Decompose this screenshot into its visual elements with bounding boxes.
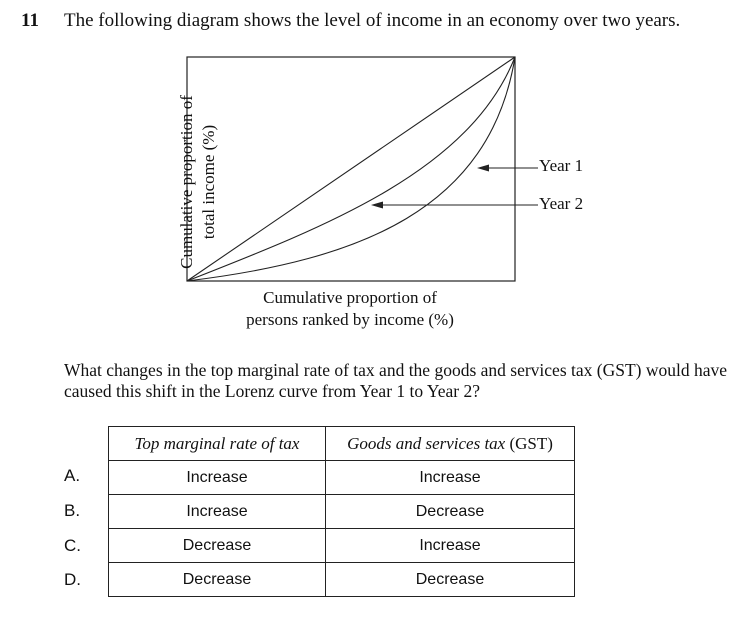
question-prompt: What changes in the top marginal rate of… <box>64 360 728 401</box>
equality-line <box>186 56 516 282</box>
header-gst-main: Goods and services tax <box>347 433 506 453</box>
question-number: 11 <box>21 10 39 31</box>
year-2-arrowhead <box>371 201 383 209</box>
y-axis-label: Cumulative proportion of total income (%… <box>176 82 220 282</box>
y-axis-label-line1: Cumulative proportion of <box>177 95 196 269</box>
options-header-row: Top marginal rate of tax Goods and servi… <box>108 426 575 461</box>
question-stem: The following diagram shows the level of… <box>64 10 681 31</box>
option-letter-b[interactable]: B. <box>64 501 81 520</box>
x-axis-label-line1: Cumulative proportion of <box>263 288 437 307</box>
option-d-gst: Decrease <box>325 562 575 597</box>
legend-year-1: Year 1 <box>539 156 584 175</box>
option-a-tax: Increase <box>108 460 326 495</box>
option-b-gst: Decrease <box>325 494 575 529</box>
option-b-tax: Increase <box>108 494 326 529</box>
header-gst: Goods and services tax (GST) <box>325 426 575 461</box>
header-gst-abbr: (GST) <box>509 433 553 453</box>
option-row-b[interactable]: Increase Decrease <box>108 494 575 529</box>
option-letter-d[interactable]: D. <box>64 570 81 589</box>
plot-frame <box>186 56 516 282</box>
x-axis-label-line2: persons ranked by income (%) <box>246 310 454 329</box>
option-c-gst: Increase <box>325 528 575 563</box>
option-d-tax: Decrease <box>108 562 326 597</box>
options-table: Top marginal rate of tax Goods and servi… <box>108 426 575 597</box>
option-a-gst: Increase <box>325 460 575 495</box>
y-axis-label-line2: total income (%) <box>199 124 218 240</box>
year-2-curve <box>186 56 516 282</box>
option-c-tax: Decrease <box>108 528 326 563</box>
option-row-a[interactable]: Increase Increase <box>108 460 575 495</box>
option-letter-c[interactable]: C. <box>64 536 81 555</box>
lorenz-diagram <box>186 56 538 282</box>
option-letter-a[interactable]: A. <box>64 466 81 485</box>
legend-year-2: Year 2 <box>539 194 584 213</box>
x-axis-label: Cumulative proportion of persons ranked … <box>200 287 500 331</box>
header-top-marginal-rate: Top marginal rate of tax <box>108 426 326 461</box>
year-1-curve <box>186 56 516 282</box>
year-1-arrowhead <box>477 164 489 172</box>
option-row-d[interactable]: Decrease Decrease <box>108 562 575 597</box>
option-row-c[interactable]: Decrease Increase <box>108 528 575 563</box>
